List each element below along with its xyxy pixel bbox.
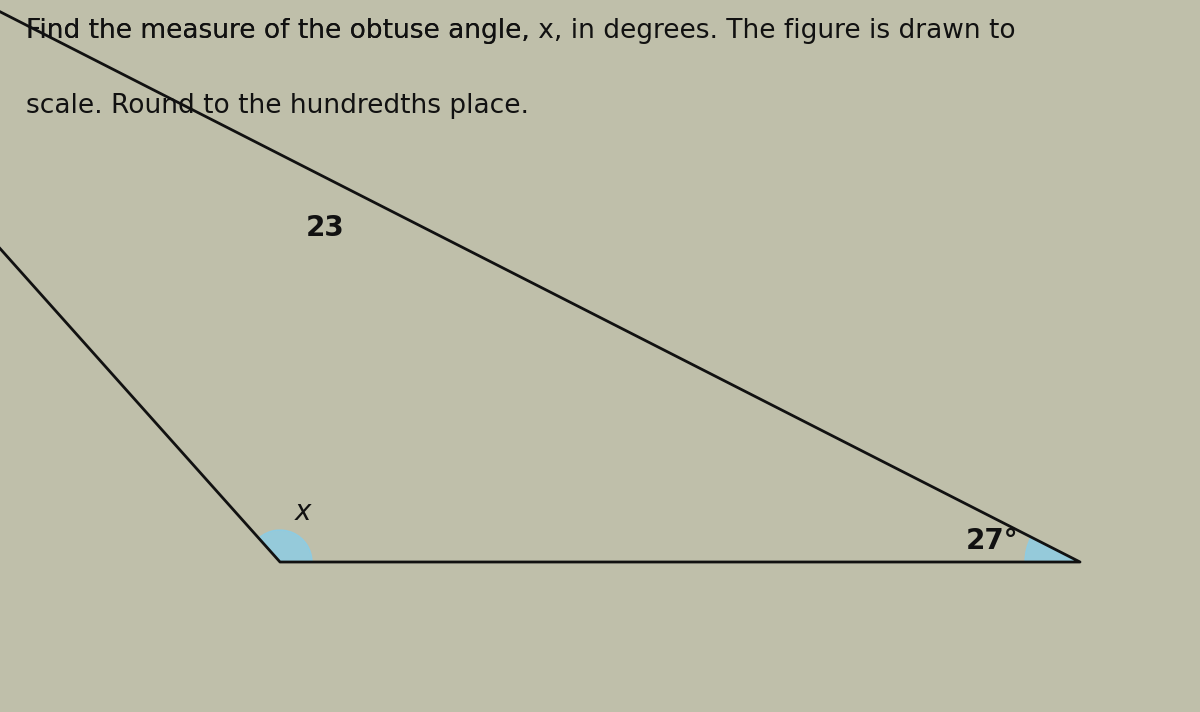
Text: scale. Round to the hundredths place.: scale. Round to the hundredths place. [26,93,529,119]
Text: Find the measure of the obtuse angle, x, in degrees. The figure is drawn to: Find the measure of the obtuse angle, x,… [26,18,1016,44]
Wedge shape [1025,537,1080,562]
Text: x: x [294,498,311,525]
Text: 27°: 27° [966,527,1019,555]
Text: 23: 23 [306,214,344,242]
Text: Find the measure of the obtuse angle,: Find the measure of the obtuse angle, [26,18,539,44]
Wedge shape [259,530,312,562]
